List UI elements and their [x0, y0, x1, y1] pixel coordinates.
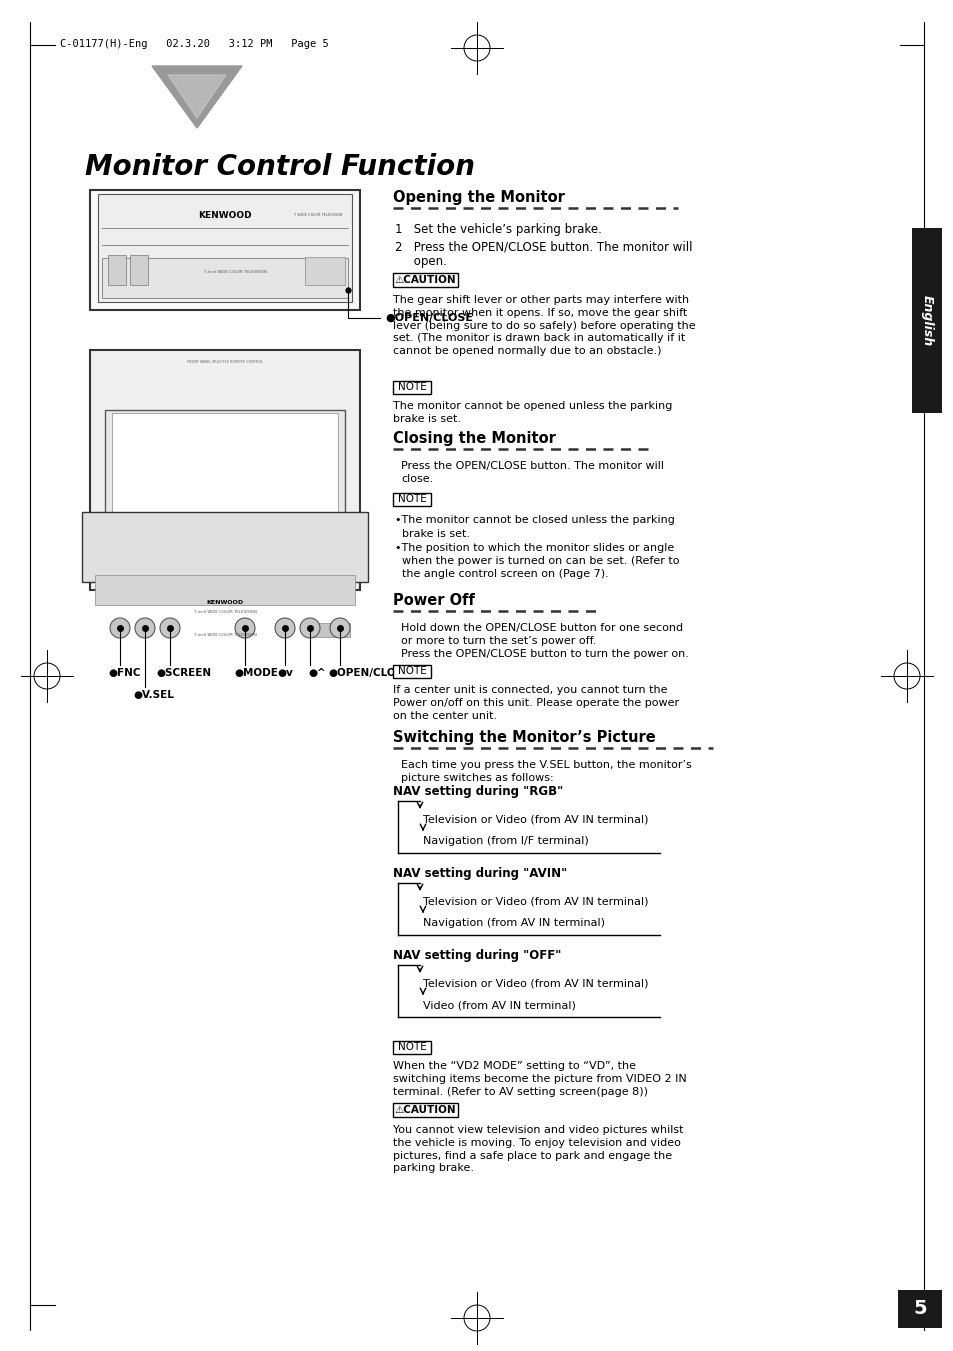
Text: 1   Set the vehicle’s parking brake.: 1 Set the vehicle’s parking brake. [395, 223, 601, 236]
Bar [393, 493, 431, 507]
Text: open.: open. [395, 255, 446, 267]
Text: NOTE: NOTE [397, 382, 426, 393]
Text: The gear shift lever or other parts may interfere with
the monitor when it opens: The gear shift lever or other parts may … [393, 295, 695, 357]
Text: Navigation (from I/F terminal): Navigation (from I/F terminal) [422, 836, 588, 846]
Bar [108, 255, 126, 285]
Text: ●V.SEL: ●V.SEL [132, 690, 173, 700]
Text: KENWOOD: KENWOOD [198, 211, 252, 219]
Text: 7 WIDE COLOR TELEVISION: 7 WIDE COLOR TELEVISION [294, 213, 341, 218]
Text: ●SCREEN: ●SCREEN [156, 667, 211, 678]
Text: NOTE: NOTE [397, 666, 426, 677]
Text: The monitor cannot be opened unless the parking
brake is set.: The monitor cannot be opened unless the … [393, 401, 672, 424]
Text: ●OPEN/CLOSE: ●OPEN/CLOSE [385, 313, 473, 323]
Bar [310, 623, 350, 638]
Text: When the “VD2 MODE” setting to “VD”, the
switching items become the picture from: When the “VD2 MODE” setting to “VD”, the… [393, 1061, 686, 1097]
Text: •The position to which the monitor slides or angle: •The position to which the monitor slide… [395, 543, 674, 553]
Circle shape [234, 617, 254, 638]
Text: 2   Press the OPEN/CLOSE button. The monitor will: 2 Press the OPEN/CLOSE button. The monit… [395, 240, 692, 254]
Bar [911, 228, 941, 413]
Circle shape [110, 617, 130, 638]
Text: Switching the Monitor’s Picture: Switching the Monitor’s Picture [393, 730, 655, 744]
Text: Each time you press the V.SEL button, the monitor’s
picture switches as follows:: Each time you press the V.SEL button, th… [400, 761, 691, 782]
Text: Hold down the OPEN/CLOSE button for one second
or more to turn the set’s power o: Hold down the OPEN/CLOSE button for one … [400, 623, 688, 658]
Text: NOTE: NOTE [397, 1043, 426, 1052]
Text: ●OPEN/CLOSE: ●OPEN/CLOSE [328, 667, 410, 678]
Text: Television or Video (from AV IN terminal): Television or Video (from AV IN terminal… [422, 978, 648, 988]
Bar [393, 1042, 431, 1054]
Text: FRONT PANEL MULTIPLE REMOTE CONTROL: FRONT PANEL MULTIPLE REMOTE CONTROL [187, 359, 263, 363]
Circle shape [274, 617, 294, 638]
Circle shape [299, 617, 319, 638]
Bar [112, 413, 337, 567]
Text: English: English [920, 295, 933, 346]
Text: Press the OPEN/CLOSE button. The monitor will
close.: Press the OPEN/CLOSE button. The monitor… [400, 461, 663, 484]
Text: If a center unit is connected, you cannot turn the
Power on/off on this unit. Pl: If a center unit is connected, you canno… [393, 685, 679, 720]
Bar [130, 255, 148, 285]
Text: Television or Video (from AV IN terminal): Television or Video (from AV IN terminal… [422, 896, 648, 907]
Bar [82, 512, 368, 582]
Bar [102, 258, 348, 299]
Text: Video (from AV IN terminal): Video (from AV IN terminal) [422, 1000, 576, 1011]
Text: NOTE: NOTE [397, 494, 426, 504]
Text: 5: 5 [912, 1300, 926, 1319]
Text: brake is set.: brake is set. [395, 530, 470, 539]
Text: Monitor Control Function: Monitor Control Function [85, 153, 475, 181]
Text: the angle control screen on (Page 7).: the angle control screen on (Page 7). [395, 569, 608, 580]
Text: ●FNC: ●FNC [108, 667, 140, 678]
Text: KENWOOD: KENWOOD [206, 600, 243, 604]
Text: NAV setting during "OFF": NAV setting during "OFF" [393, 948, 560, 962]
Text: NAV setting during "RGB": NAV setting during "RGB" [393, 785, 562, 798]
Text: ●v: ●v [276, 667, 293, 678]
Text: Television or Video (from AV IN terminal): Television or Video (from AV IN terminal… [422, 815, 648, 824]
Bar [90, 190, 359, 309]
Bar [393, 665, 431, 678]
Text: You cannot view television and video pictures whilst
the vehicle is moving. To e: You cannot view television and video pic… [393, 1125, 682, 1174]
Text: •The monitor cannot be closed unless the parking: •The monitor cannot be closed unless the… [395, 515, 674, 526]
Text: NAV setting during "AVIN": NAV setting during "AVIN" [393, 867, 567, 880]
Bar [105, 409, 345, 576]
Text: Closing the Monitor: Closing the Monitor [393, 431, 556, 446]
Bar [393, 1102, 457, 1117]
Text: ●^: ●^ [308, 667, 325, 678]
Polygon shape [152, 66, 242, 128]
Text: 7-inch WIDE COLOR TELEVISION: 7-inch WIDE COLOR TELEVISION [193, 634, 256, 638]
Text: Power Off: Power Off [393, 593, 475, 608]
Bar [897, 1290, 941, 1328]
Text: ⚠CAUTION: ⚠CAUTION [395, 1105, 456, 1115]
Circle shape [160, 617, 180, 638]
Text: ⚠CAUTION: ⚠CAUTION [395, 276, 456, 285]
Bar [98, 195, 352, 303]
Bar [95, 576, 355, 605]
Bar [393, 381, 431, 394]
Text: C-01177(H)-Eng   02.3.20   3:12 PM   Page 5: C-01177(H)-Eng 02.3.20 3:12 PM Page 5 [60, 39, 329, 49]
Text: Navigation (from AV IN terminal): Navigation (from AV IN terminal) [422, 917, 604, 928]
Polygon shape [168, 76, 226, 118]
Bar [393, 273, 457, 286]
Circle shape [135, 617, 154, 638]
Bar [305, 257, 345, 285]
Bar [90, 350, 359, 590]
Text: when the power is turned on can be set. (Refer to: when the power is turned on can be set. … [395, 557, 679, 566]
Text: ●MODE: ●MODE [233, 667, 277, 678]
Text: 7-inch WIDE COLOR TELEVISION: 7-inch WIDE COLOR TELEVISION [203, 270, 266, 274]
Text: 7-inch WIDE COLOR TELEVISION: 7-inch WIDE COLOR TELEVISION [193, 611, 256, 613]
Text: Opening the Monitor: Opening the Monitor [393, 190, 564, 205]
Circle shape [330, 617, 350, 638]
